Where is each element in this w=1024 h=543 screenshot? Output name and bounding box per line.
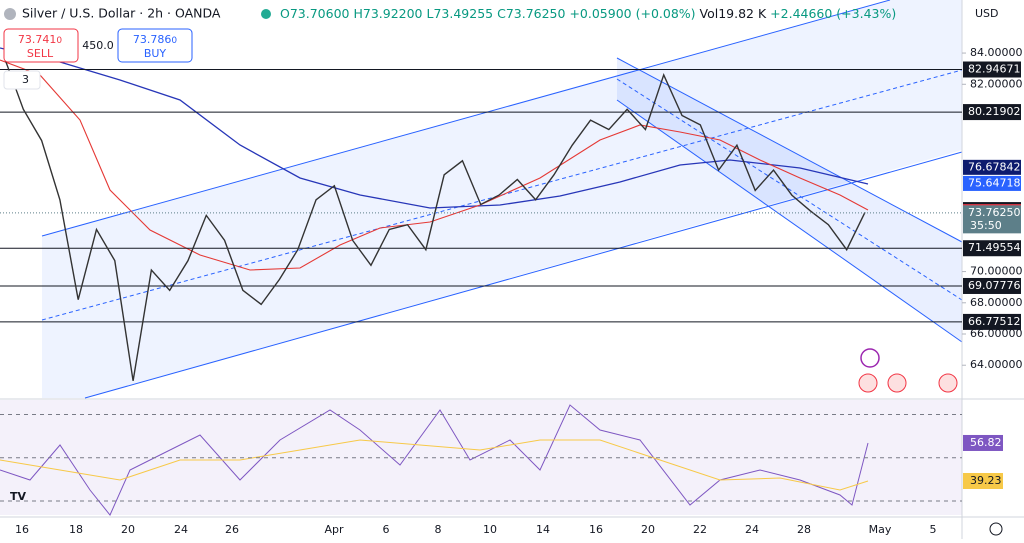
sell-label: SELL [27, 47, 54, 60]
price-line [4, 59, 866, 381]
level-label: 69.07776 [968, 279, 1021, 292]
rsi-marker-label: 39.23 [970, 474, 1002, 487]
open: O73.70600 [280, 6, 350, 21]
event-icon[interactable] [860, 348, 880, 368]
level-label: 82.94671 [968, 63, 1021, 76]
indicator-toggle[interactable] [3, 70, 41, 90]
level-label-bg [963, 277, 1021, 294]
x-tick-label: May [869, 523, 892, 536]
x-tick-label: 18 [69, 523, 83, 536]
x-tick-label: Apr [324, 523, 344, 536]
level-label-bg [963, 313, 1021, 330]
indicator-count: 3 [22, 73, 29, 86]
rsi-marker-bg [963, 434, 1003, 451]
channel-line [84, 151, 963, 399]
y-tick-label: 64.00000 [970, 358, 1023, 371]
moving-average [0, 47, 869, 209]
y-tick-label: 70.00000 [970, 265, 1023, 278]
level-label-bg [963, 61, 1021, 78]
high: H73.92200 [353, 6, 422, 21]
x-tick-label: 22 [693, 523, 707, 536]
rsi-marker-bg [963, 472, 1003, 489]
rsi-marker-label: 56.82 [970, 436, 1002, 449]
x-tick-label: 5 [930, 523, 937, 536]
x-tick-label: 14 [536, 523, 550, 536]
channel-line [616, 57, 963, 243]
rsi-ma [0, 439, 869, 491]
close: C73.76250 [497, 6, 565, 21]
symbol-icon [4, 8, 16, 20]
x-tick-label: 6 [383, 523, 390, 536]
level-label: 80.21902 [968, 105, 1021, 118]
sell-button[interactable] [3, 28, 79, 63]
chart-layer: 84.00000 82.00000 70.00000 68.00000 66.00000… [0, 46, 1023, 536]
level-label-bg [963, 104, 1021, 121]
y-tick-label: 68.00000 [970, 296, 1023, 309]
event-icon[interactable] [887, 373, 907, 393]
sell-price: 73.7410 [18, 33, 63, 46]
x-tick-label: 26 [225, 523, 239, 536]
countdown: 35:50 [970, 219, 1002, 232]
title: Silver / U.S. Dollar · 2h · OANDA [22, 6, 221, 21]
price-marker-bg [963, 159, 1021, 175]
y-tick-label: 82.00000 [970, 77, 1023, 90]
x-tick-label: 8 [435, 523, 442, 536]
x-tick-label: 24 [745, 523, 759, 536]
buy-button[interactable] [117, 28, 193, 63]
volume: Vol19.82 K [700, 6, 767, 21]
ohlc: O73.70600 H73.92200 L73.49255 C73.76250 … [280, 6, 896, 21]
volume-change: +2.44660 (+3.43%) [770, 6, 896, 21]
price-marker-label: 73.76250 [968, 206, 1021, 219]
y-tick-label: 84.00000 [970, 46, 1023, 59]
price-marker-label: 76.67842 [968, 160, 1021, 173]
change: +0.05900 (+0.08%) [569, 6, 695, 21]
x-tick-label: 16 [15, 523, 29, 536]
market-status [261, 9, 271, 19]
level-label: 71.49554 [968, 241, 1021, 254]
channel-fill [42, 0, 962, 398]
buy-label: BUY [144, 47, 167, 60]
y-tick-label: 66.00000 [970, 327, 1023, 340]
x-tick-label: 20 [121, 523, 135, 536]
currency[interactable]: USD [975, 7, 999, 20]
x-tick-label: 24 [174, 523, 188, 536]
moving-average [0, 59, 869, 271]
event-icon[interactable] [858, 373, 878, 393]
price-marker-bg [963, 175, 1021, 191]
buy-price: 73.7860 [133, 33, 178, 46]
price-marker-bg [963, 205, 1021, 234]
channel-mid [616, 78, 963, 301]
rsi-line [0, 404, 869, 516]
event-icon[interactable] [938, 373, 958, 393]
level-label: 66.77512 [968, 315, 1021, 328]
x-tick-label: 20 [641, 523, 655, 536]
x-tick-label: 28 [797, 523, 811, 536]
level-label-bg [963, 240, 1021, 257]
settings[interactable] [989, 522, 1003, 536]
x-tick-label: 10 [483, 523, 497, 536]
logo: TV [10, 490, 27, 503]
low: L73.49255 [427, 6, 494, 21]
price-marker-label: 75.64718 [968, 176, 1021, 189]
spread: 450.0 [82, 39, 114, 52]
channel-line [41, 0, 891, 237]
channel-line [616, 99, 963, 343]
channel-fill [617, 58, 962, 342]
x-tick-label: 16 [589, 523, 603, 536]
